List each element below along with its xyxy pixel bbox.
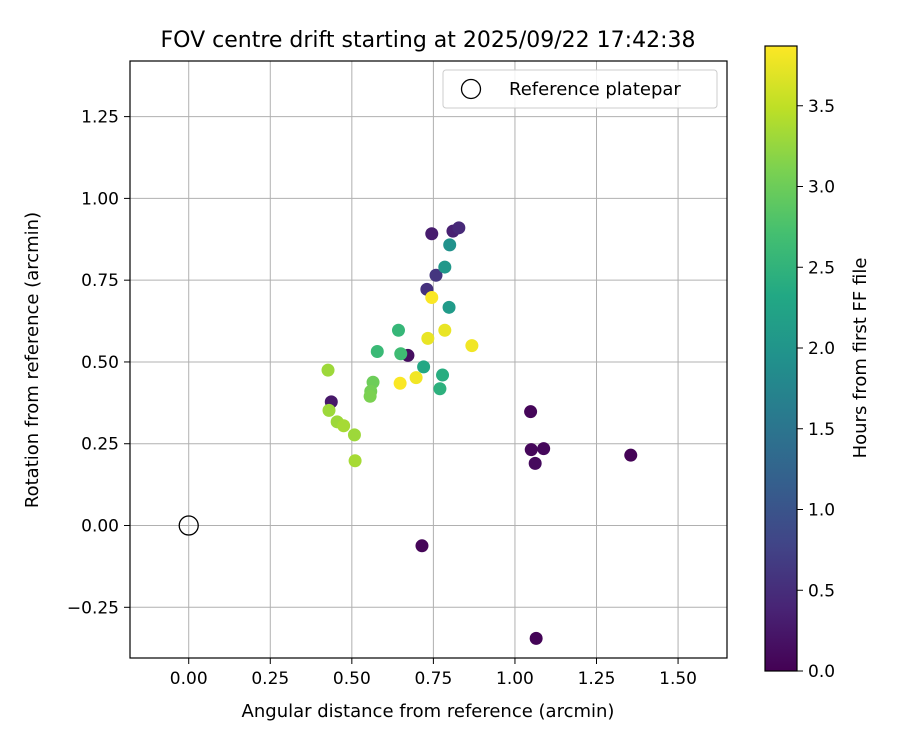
plot-frame	[129, 60, 728, 659]
data-point	[524, 405, 538, 419]
data-point	[624, 448, 638, 462]
data-point	[425, 227, 439, 241]
data-point	[337, 419, 351, 433]
data-point	[348, 454, 362, 468]
colorbar-tick-label: 1.0	[808, 501, 835, 521]
data-point	[433, 382, 447, 396]
y-tick-label: 0.25	[81, 435, 119, 455]
colorbar-gradient	[764, 45, 798, 672]
reference-marker-layer	[178, 515, 199, 536]
x-axis-label: Angular distance from reference (arcmin)	[242, 701, 615, 722]
data-point	[452, 221, 466, 235]
y-tick-label: 0.75	[81, 271, 119, 291]
data-point	[409, 371, 423, 385]
y-tick-label: 0.50	[81, 353, 119, 373]
y-axis-label: Rotation from reference (arcmin)	[22, 212, 43, 508]
data-point	[394, 347, 408, 361]
chart-title: FOV centre drift starting at 2025/09/22 …	[161, 28, 696, 53]
y-axis-ticks: −0.25 0.00 0.25 0.50 0.75 1.00 1.25	[67, 108, 130, 618]
x-tick-label: 0.00	[170, 669, 208, 689]
x-tick-label: 0.25	[251, 669, 289, 689]
data-point	[415, 539, 429, 553]
data-point	[436, 368, 450, 382]
colorbar-tick-label: 1.5	[808, 420, 835, 440]
data-point	[322, 403, 336, 417]
colorbar-label: Hours from first FF file	[850, 258, 871, 459]
data-point	[529, 631, 543, 645]
x-tick-label: 0.50	[333, 669, 371, 689]
data-point	[438, 323, 452, 337]
data-points	[321, 221, 638, 645]
legend-box	[442, 69, 718, 109]
data-point	[443, 238, 457, 252]
legend: Reference platepar	[442, 69, 718, 109]
data-point	[393, 376, 407, 390]
colorbar-ticks: 0.0 0.5 1.0 1.5 2.0 2.5 3.0 3.5	[797, 97, 835, 682]
data-point	[421, 331, 435, 345]
data-point	[524, 443, 538, 457]
colorbar-tick-label: 0.0	[808, 662, 835, 682]
x-tick-label: 1.50	[659, 669, 697, 689]
data-point	[321, 363, 335, 377]
data-point	[537, 442, 551, 456]
colorbar-tick-label: 2.5	[808, 258, 835, 278]
data-point	[465, 339, 479, 353]
data-point	[347, 428, 361, 442]
data-point	[528, 456, 542, 470]
x-tick-label: 1.00	[496, 669, 534, 689]
data-point	[417, 360, 431, 374]
grid-vertical-lines	[188, 61, 679, 658]
y-tick-label: 1.00	[81, 189, 119, 209]
data-point	[391, 323, 405, 337]
plot-area	[129, 60, 728, 659]
legend-marker-open-circle	[460, 78, 482, 100]
x-tick-label: 0.75	[414, 669, 452, 689]
data-point	[363, 389, 377, 403]
colorbar-tick-label: 0.5	[808, 581, 835, 601]
colorbar-tick-label: 3.0	[808, 178, 835, 198]
data-point	[438, 260, 452, 274]
reference-platepar-marker	[178, 515, 199, 536]
x-tick-label: 1.25	[578, 669, 616, 689]
colorbar: 0.0 0.5 1.0 1.5 2.0 2.5 3.0 3.5 Hours from firs…	[764, 45, 871, 682]
data-point	[370, 344, 384, 358]
colorbar-tick-label: 3.5	[808, 97, 835, 117]
data-point	[442, 300, 456, 314]
y-tick-label: 1.25	[81, 108, 119, 128]
colorbar-tick-label: 2.0	[808, 339, 835, 359]
legend-entry-label: Reference platepar	[509, 79, 681, 100]
data-point	[425, 291, 439, 305]
data-point	[429, 268, 443, 282]
grid-horizontal-lines	[130, 116, 727, 608]
y-tick-label: −0.25	[67, 598, 119, 618]
x-axis-ticks: 0.00 0.25 0.50 0.75 1.00 1.25 1.50	[170, 658, 697, 689]
y-tick-label: 0.00	[81, 517, 119, 537]
